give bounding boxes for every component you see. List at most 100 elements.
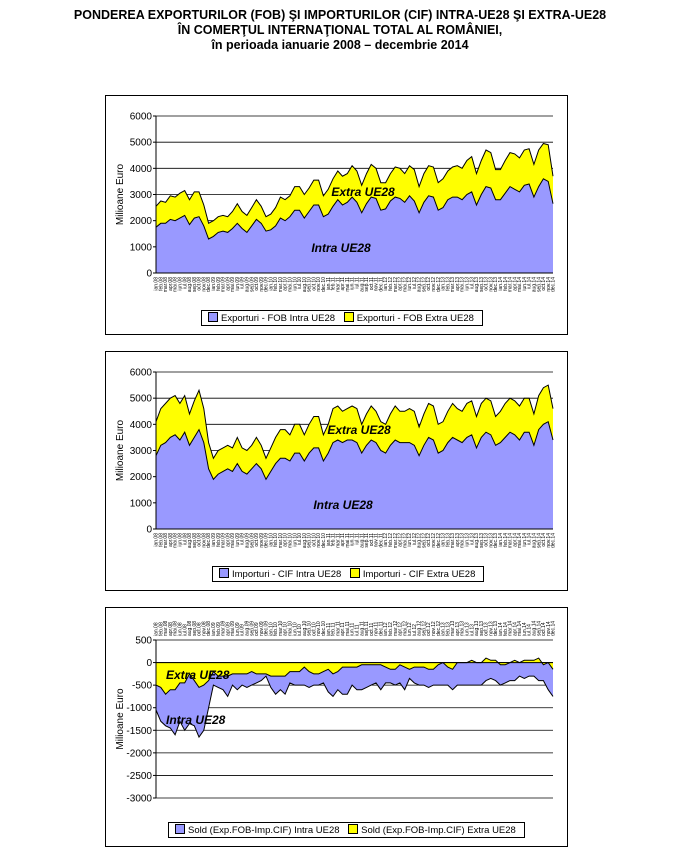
- x-tick-label: sep.08: [192, 621, 198, 636]
- x-tick-label: apr.12: [398, 622, 404, 636]
- x-tick-label: feb.11: [331, 533, 337, 547]
- x-tick-label: ian.13: [441, 533, 447, 547]
- x-tick-label: ian.08: [154, 277, 160, 291]
- x-tick-label: ian.13: [441, 622, 447, 636]
- series-line-intra: [155, 675, 554, 739]
- x-tick-label: mai.14: [517, 533, 523, 548]
- x-tick-label: mar.11: [335, 533, 341, 548]
- x-tick-label: iun.10: [292, 533, 298, 547]
- x-tick-label: mar.14: [508, 620, 514, 636]
- x-tick-label: aug.12: [417, 277, 423, 293]
- x-tick-label: iun.13: [465, 622, 471, 636]
- x-tick-label: dec.08: [206, 277, 212, 292]
- x-tick-label: ian.14: [498, 277, 504, 291]
- x-tick-label: iun.11: [350, 277, 356, 290]
- x-tick-label: dec.12: [436, 277, 442, 292]
- x-tick-label: oct.14: [541, 622, 547, 636]
- x-tick-label: ian.09: [211, 277, 217, 291]
- area-series-intra: [156, 178, 553, 273]
- x-tick-label: apr.13: [455, 277, 461, 291]
- x-tick-label: ian.11: [326, 277, 332, 290]
- x-tick-label: dec.09: [264, 621, 270, 636]
- x-tick-label: iun.10: [292, 277, 298, 291]
- x-tick-label: feb.13: [445, 533, 451, 547]
- x-tick-label: nov.09: [259, 621, 265, 636]
- x-tick-label: dec.09: [264, 277, 270, 292]
- x-tick-label: sep.12: [422, 533, 428, 548]
- x-tick-label: oct.14: [541, 533, 547, 547]
- x-tick-label: apr.08: [168, 277, 174, 291]
- x-tick-label: feb.09: [216, 622, 222, 636]
- x-tick-label: apr.10: [283, 622, 289, 636]
- x-tick-label: apr.14: [512, 622, 518, 636]
- x-tick-label: iul.11: [355, 624, 361, 636]
- x-tick-label: iul.12: [412, 277, 418, 289]
- x-tick-label: oct.09: [254, 277, 260, 291]
- x-tick-label: iun.14: [522, 533, 528, 547]
- x-tick-label: mai.12: [402, 621, 408, 636]
- x-tick-label: apr.08: [168, 622, 174, 636]
- x-tick-label: mar.09: [221, 533, 227, 549]
- x-tick-label: mai.13: [460, 621, 466, 636]
- x-tick-label: iul.08: [182, 624, 188, 636]
- x-tick-label: feb.10: [273, 277, 279, 291]
- x-tick-label: mar.09: [221, 277, 227, 293]
- x-tick-label: iul.14: [527, 533, 533, 545]
- x-tick-label: oct.10: [311, 533, 317, 547]
- chart-imports-legend: Importuri - CIF Intra UE28 Importuri - C…: [212, 566, 485, 582]
- x-tick-label: sep.09: [249, 533, 255, 548]
- y-tick-label: -500: [132, 681, 152, 692]
- legend-label-intra: Importuri - CIF Intra UE28: [232, 569, 342, 580]
- x-tick-label: sep.10: [307, 277, 313, 292]
- x-tick-label: oct.08: [197, 533, 203, 547]
- x-tick-label: sep.13: [479, 277, 485, 292]
- x-tick-label: oct.12: [426, 277, 432, 291]
- legend-swatch-intra: [208, 312, 218, 323]
- y-axis-title: Milioane Euro: [115, 688, 126, 750]
- series-line-intra: [155, 420, 554, 481]
- x-tick-label: mai.14: [517, 621, 523, 636]
- y-axis-title: Milioane Euro: [115, 163, 126, 225]
- y-tick-label: 5000: [130, 138, 153, 149]
- x-tick-label: apr.09: [225, 533, 231, 547]
- x-tick-label: nov.13: [488, 621, 494, 636]
- x-tick-label: iul.11: [355, 533, 361, 545]
- series-line-intra: [155, 178, 554, 240]
- series-line-extra: [155, 142, 554, 225]
- chart-balance: -3000 -2500 -2000 -1500 -1000 -500 0 500 Milioan…: [105, 607, 568, 847]
- x-tick-label: mai.09: [230, 621, 236, 636]
- x-tick-label: mar.13: [450, 620, 456, 636]
- area-series-extra: [156, 143, 553, 239]
- x-tick-label: oct.10: [311, 622, 317, 636]
- y-tick-label: 2000: [130, 472, 153, 483]
- y-tick-label: -2000: [126, 748, 152, 759]
- x-tick-label: feb.12: [388, 622, 394, 636]
- x-tick-label: aug.13: [474, 533, 480, 549]
- x-tick-label: feb.14: [503, 622, 509, 636]
- x-tick-label: apr.12: [398, 277, 404, 291]
- y-axis-title: Milioane Euro: [115, 419, 126, 481]
- x-tick-label: nov.12: [431, 533, 437, 548]
- x-tick-label: dec.12: [436, 533, 442, 548]
- x-tick-label: iul.12: [412, 624, 418, 636]
- x-tick-label: feb.08: [158, 622, 164, 636]
- x-tick-label: apr.11: [340, 533, 346, 547]
- annotation-extra: Extra UE28: [327, 423, 391, 437]
- x-tick-label: iun.12: [407, 622, 413, 636]
- x-tick-label: nov.08: [201, 621, 207, 636]
- x-tick-label: mar.10: [278, 277, 284, 293]
- x-tick-label: iul.09: [240, 533, 246, 545]
- x-tick-label: mar.08: [163, 277, 169, 293]
- y-tick-label: 1000: [130, 498, 153, 509]
- x-tick-label: aug.11: [359, 621, 365, 636]
- x-tick-label: dec.09: [264, 533, 270, 548]
- x-tick-label: aug.08: [187, 277, 193, 293]
- x-tick-label: sep.10: [307, 533, 313, 548]
- x-tick-label: oct.09: [254, 622, 260, 636]
- x-tick-label: iun.12: [407, 277, 413, 291]
- x-tick-label: mai.13: [460, 277, 466, 292]
- x-tick-label: iun.12: [407, 533, 413, 547]
- x-tick-label: iul.08: [182, 533, 188, 545]
- x-tick-label: dec.13: [493, 621, 499, 636]
- annotation-extra: Extra UE28: [331, 185, 395, 199]
